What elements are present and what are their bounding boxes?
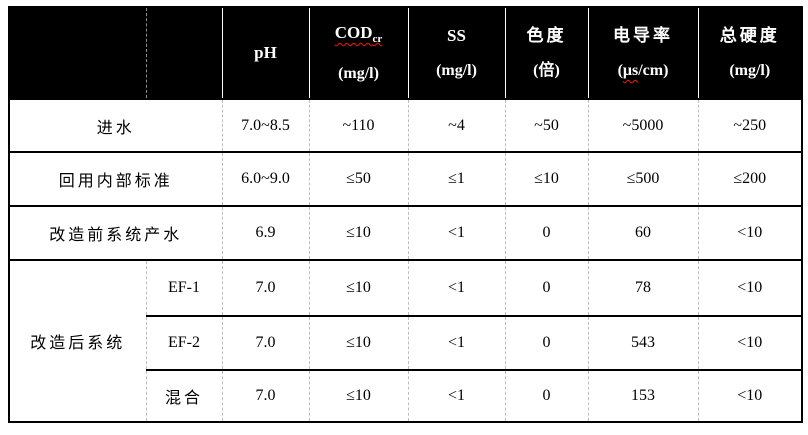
row-before-retrofit: 改造前系统产水 6.9 ≤10 <1 0 60 <10 [9,205,802,260]
ef1-ss-cell: <1 [407,259,505,316]
ef1-hardness-cell: <10 [697,259,802,316]
ef1-color-cell: 0 [504,259,588,316]
before-retrofit-color-cell: 0 [504,205,588,260]
ef1-ph-cell: 7.0 [221,259,309,316]
header-blank-cell-2 [145,7,222,99]
header-cod-unit: (mg/l) [338,65,379,82]
water-quality-table: pH CODcr (mg/l) SS (mg/l) 色度 [8,6,803,423]
header-conductivity-unit: (μs/cm) [617,62,669,79]
before-retrofit-ss-cell: <1 [407,205,505,260]
row-reuse-standard-label: 回用内部标准 [9,151,222,206]
mixed-hardness-cell: <10 [697,369,802,422]
ef1-label-cell: EF-1 [145,259,222,316]
header-ss-label: SS [447,26,466,45]
row-after-retrofit-ef2: EF-2 7.0 ≤10 <1 0 543 <10 [9,315,802,370]
ef2-color-cell: 0 [504,315,588,370]
influent-ss-cell: ~4 [407,98,505,152]
header-hardness-unit: (mg/l) [729,62,771,79]
before-retrofit-ph-cell: 6.9 [221,205,309,260]
row-after-retrofit-group-label: 改造后系统 [9,259,146,422]
ef2-cod-cell: ≤10 [308,315,408,370]
before-retrofit-hardness-cell: <10 [697,205,802,260]
mixed-label-cell: 混合 [145,369,222,422]
header-ph-label: pH [254,43,277,62]
header-conductivity-label: 电导率 [613,26,673,45]
header-cod: CODcr (mg/l) [308,7,408,99]
influent-ph-cell: 7.0~8.5 [221,98,309,152]
before-retrofit-cod-cell: ≤10 [308,205,408,260]
ef2-ph-cell: 7.0 [221,315,309,370]
ef2-conductivity-cell: 543 [587,315,698,370]
row-reuse-standard: 回用内部标准 6.0~9.0 ≤50 ≤1 ≤10 ≤500 ≤200 [9,151,802,206]
header-hardness-label: 总硬度 [719,26,780,45]
influent-conductivity-cell: ~5000 [587,98,698,152]
row-after-retrofit-mixed: 混合 7.0 ≤10 <1 0 153 <10 [9,369,802,422]
reuse-standard-ph-cell: 6.0~9.0 [221,151,309,206]
header-cod-label: CODcr [334,23,383,45]
mixed-color-cell: 0 [504,369,588,422]
reuse-standard-color-cell: ≤10 [504,151,588,206]
ef1-cod-cell: ≤10 [308,259,408,316]
mixed-conductivity-cell: 153 [587,369,698,422]
row-before-retrofit-label: 改造前系统产水 [9,205,222,260]
ef1-conductivity-cell: 78 [587,259,698,316]
influent-color-cell: ~50 [504,98,588,152]
ef2-ss-cell: <1 [407,315,505,370]
header-hardness: 总硬度 (mg/l) [697,7,802,99]
header-ss: SS (mg/l) [407,7,505,99]
header-ss-unit: (mg/l) [436,62,477,79]
reuse-standard-ss-cell: ≤1 [407,151,505,206]
row-influent-label: 进水 [9,98,222,152]
influent-hardness-cell: ~250 [697,98,802,152]
header-conductivity: 电导率 (μs/cm) [587,7,698,99]
before-retrofit-conductivity-cell: 60 [587,205,698,260]
header-blank-cell-1 [9,7,146,99]
mixed-ss-cell: <1 [407,369,505,422]
row-after-retrofit-ef1: 改造后系统 EF-1 7.0 ≤10 <1 0 78 <10 [9,259,802,422]
header-ph: pH [221,7,309,99]
reuse-standard-hardness-cell: ≤200 [697,151,802,206]
ef2-label-cell: EF-2 [145,315,222,370]
ef2-hardness-cell: <10 [697,315,802,370]
row-influent: 进水 7.0~8.5 ~110 ~4 ~50 ~5000 ~250 [9,98,802,152]
reuse-standard-cod-cell: ≤50 [308,151,408,206]
header-color: 色度 (倍) [504,7,588,99]
influent-cod-cell: ~110 [308,98,408,152]
mixed-ph-cell: 7.0 [221,369,309,422]
header-color-unit: (倍) [533,62,560,79]
table-header-row: pH CODcr (mg/l) SS (mg/l) 色度 [9,7,802,99]
reuse-standard-conductivity-cell: ≤500 [587,151,698,206]
mixed-cod-cell: ≤10 [308,369,408,422]
header-color-label: 色度 [526,26,567,45]
